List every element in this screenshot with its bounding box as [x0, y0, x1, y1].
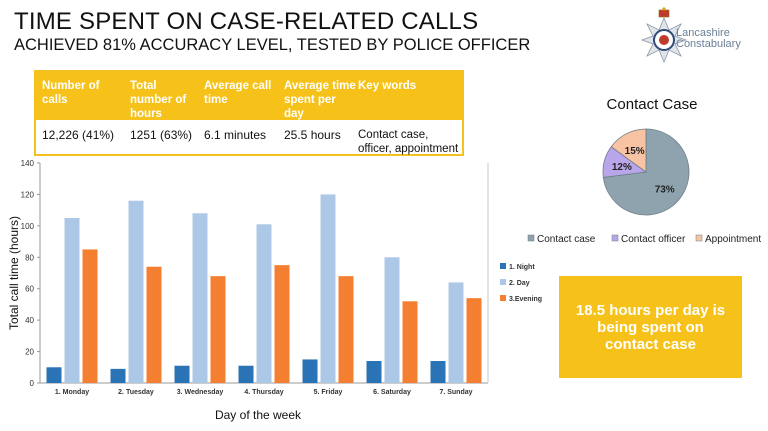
bar-chart: 0 20 40 60 80 100 120 140 1. Monday 2. Tuesday 3. …: [7, 159, 542, 422]
pie-legend-label: Contact case: [537, 234, 596, 245]
legend-label: 1. Night: [509, 264, 535, 271]
bar-chart-legend: 1. Night 2. Day 3.Evening: [500, 263, 542, 303]
pie-slice-label: 12%: [612, 162, 632, 173]
stats-value-calls: 12,226 (41%): [42, 128, 115, 142]
y-tick-label: 20: [25, 348, 34, 357]
x-tick-label: 2. Tuesday: [118, 389, 154, 396]
y-tick-label: 60: [25, 285, 34, 294]
pie-legend-swatch: [527, 234, 535, 242]
y-tick-label: 100: [21, 222, 35, 231]
y-tick-label: 120: [21, 190, 35, 199]
bar-evening: [402, 301, 418, 383]
bar-day: [384, 257, 400, 383]
bar-day: [448, 282, 464, 383]
stats-header-keywords: Key words: [358, 80, 417, 92]
page-subtitle: ACHIEVED 81% ACCURACY LEVEL, TESTED BY P…: [14, 36, 531, 54]
bar-chart-x-axis-label: Day of the week: [215, 408, 302, 422]
pie-legend-label: Contact officer: [621, 234, 686, 245]
x-tick-label: 7. Sunday: [439, 389, 472, 396]
bar-night: [110, 368, 126, 383]
bar-evening: [82, 249, 98, 383]
bar-chart-bars: [46, 194, 482, 383]
stats-value-hours: 1251 (63%): [130, 128, 193, 142]
legend-label: 3.Evening: [509, 296, 542, 303]
y-tick-label: 40: [25, 316, 34, 325]
bar-night: [238, 365, 254, 383]
pie-slice-label: 15%: [625, 146, 645, 157]
pie-legend-swatch: [611, 234, 619, 242]
stats-header-avg-call: Average call time: [204, 80, 272, 106]
stats-value-avg-day: 25.5 hours: [284, 128, 341, 142]
bar-evening: [274, 265, 290, 383]
bar-day: [192, 213, 208, 383]
bar-chart-y-axis-label: Total call time (hours): [7, 216, 21, 330]
stats-table: Number of calls Total number of hours Av…: [34, 70, 464, 156]
bar-day: [128, 200, 144, 383]
pie-legend-label: Appointment: [705, 234, 761, 245]
x-tick-label: 4. Thursday: [244, 389, 283, 396]
y-tick-label: 80: [25, 253, 34, 262]
x-tick-label: 3. Wednesday: [177, 389, 224, 396]
y-tick-label: 140: [21, 159, 35, 168]
y-tick-label: 0: [30, 379, 35, 388]
legend-swatch: [500, 263, 506, 269]
stats-table-header: [36, 72, 462, 120]
constabulary-badge-icon: [640, 7, 688, 64]
stats-value-keywords: Contact case, officer, appointment: [358, 129, 459, 155]
pie-chart-title: Contact Case: [607, 96, 698, 113]
bar-evening: [210, 276, 226, 383]
bar-night: [174, 365, 190, 383]
stats-header-calls: Number of calls: [42, 80, 100, 106]
x-tick-label: 1. Monday: [55, 389, 89, 396]
pie-legend-swatch: [695, 234, 703, 242]
x-tick-label: 6. Saturday: [373, 389, 411, 396]
page-title: TIME SPENT ON CASE-RELATED CALLS: [14, 8, 479, 35]
bar-chart-ticks: 0 20 40 60 80 100 120 140 1. Monday 2. Tuesday 3. …: [21, 159, 473, 396]
bar-night: [366, 361, 382, 383]
bar-day: [320, 194, 336, 383]
pie-slice: [610, 128, 647, 173]
logo-line-1: Lancashire: [676, 27, 730, 39]
bar-night: [302, 359, 318, 383]
pie-chart-labels: 73% 12% 15%: [612, 146, 675, 196]
bar-night: [46, 367, 62, 383]
legend-label: 2. Day: [509, 280, 530, 287]
stats-header-hours: Total number of hours: [130, 80, 187, 120]
pie-chart-legend: Contact case Contact officer Appointment: [527, 234, 761, 245]
pie-chart: Contact Case 73%12%15% Contact case Conta…: [527, 96, 761, 245]
stats-value-avg-call: 6.1 minutes: [204, 128, 267, 142]
bar-evening: [466, 298, 482, 383]
bar-day: [64, 218, 80, 383]
x-tick-label: 5. Friday: [314, 389, 343, 396]
pie-chart-slices: [602, 128, 690, 216]
logo-wordmark: Lancashire Constabulary: [676, 28, 741, 50]
bar-day: [256, 224, 272, 383]
bar-evening: [338, 276, 354, 383]
bar-night: [430, 361, 446, 383]
logo-line-2: Constabulary: [676, 38, 741, 50]
constabulary-logo: [640, 4, 762, 68]
stats-header-avg-day: Average time spent per day: [284, 80, 356, 120]
callout-box: 18.5 hours per day is being spent on con…: [559, 276, 742, 378]
legend-swatch: [500, 295, 506, 301]
legend-swatch: [500, 279, 506, 285]
pie-slice-label: 73%: [655, 184, 675, 195]
bar-evening: [146, 266, 162, 383]
